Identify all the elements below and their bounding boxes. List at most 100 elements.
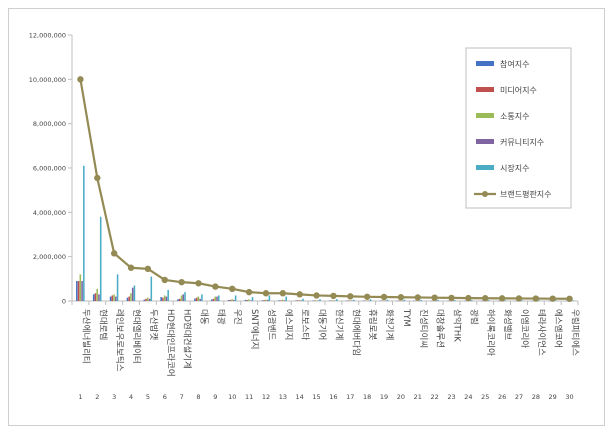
bar-4-1	[81, 281, 83, 301]
bar-3-6	[163, 295, 166, 301]
legend-label-1: 참여지수	[500, 59, 529, 69]
rank-label: 13	[279, 393, 287, 401]
bar-5-11	[251, 297, 254, 301]
bar-3-2	[96, 288, 98, 301]
category-label: 현대에버다임	[350, 309, 361, 356]
category-label: HD현대인프라코어	[165, 309, 176, 377]
category-label: 성광벤드	[266, 309, 277, 340]
rank-label: 18	[363, 393, 371, 401]
category-label: 에스엠코어	[553, 309, 564, 348]
category-label: 두산에너빌리티	[80, 309, 91, 364]
line-point-12	[262, 290, 270, 297]
category-label: 하이록코리아	[485, 309, 496, 356]
rank-label: 28	[532, 393, 540, 401]
bar-5-9	[217, 295, 220, 301]
bar-4-5	[148, 298, 151, 301]
rank-label: 11	[245, 393, 253, 401]
bar-2-5	[145, 298, 147, 301]
rank-label: 27	[515, 393, 523, 401]
bar-2-17	[347, 300, 350, 301]
bar-4-8	[199, 298, 201, 301]
line-point-29	[549, 295, 556, 302]
rank-label: 5	[146, 393, 150, 401]
bar-3-7	[180, 295, 183, 301]
rank-label: 30	[565, 393, 573, 401]
bar-2-7	[179, 298, 181, 301]
line-point-14	[296, 291, 303, 298]
category-label: 두산밥캣	[148, 309, 159, 340]
bar-5-13	[285, 296, 288, 301]
category-label: 로보스타	[300, 309, 310, 340]
category-label: 태광	[215, 309, 226, 325]
y-tick-label: 12,000,000	[29, 32, 66, 40]
bar-4-4	[131, 287, 134, 301]
legend-label-6: 브랜드평판지수	[500, 189, 552, 199]
bar-5-6	[167, 289, 169, 301]
bar-5-24	[470, 300, 473, 301]
bar-5-22	[437, 299, 439, 301]
rank-label: 7	[180, 393, 184, 401]
legend-swatch-2	[476, 87, 494, 92]
bar-3-13	[281, 299, 284, 301]
bar-1-12	[261, 300, 264, 301]
bar-3-16	[332, 300, 335, 301]
bar-1-13	[278, 300, 281, 301]
bar-5-23	[454, 300, 456, 301]
line-point-24	[465, 294, 472, 302]
bar-1-9	[210, 299, 213, 301]
bar-2-8	[195, 297, 198, 301]
bar-1-8	[194, 298, 196, 301]
bar-4-9	[216, 296, 218, 301]
bar-2-13	[280, 300, 282, 301]
rank-label: 23	[447, 393, 455, 401]
line-point-9	[212, 283, 219, 290]
bar-4-3	[115, 296, 117, 301]
bar-5-16	[336, 299, 338, 301]
bar-3-4	[130, 293, 132, 301]
line-point-26	[498, 295, 506, 302]
line-point-1	[77, 76, 84, 83]
line-point-7	[178, 278, 185, 286]
category-label: 화성밸브	[502, 309, 513, 340]
category-label: 화천기계	[384, 309, 395, 340]
rank-label: 14	[296, 393, 304, 401]
bar-3-15	[315, 300, 318, 301]
bar-5-3	[116, 274, 119, 301]
legend-swatch-1	[476, 61, 494, 66]
bar-5-20	[403, 299, 406, 301]
bar-2-15	[313, 300, 316, 301]
rank-label: 6	[163, 393, 167, 401]
rank-label: 2	[95, 393, 99, 401]
bar-2-14	[297, 300, 299, 301]
line-point-15	[313, 292, 320, 299]
category-label: 삼익THK	[452, 309, 463, 342]
line-point-10	[229, 285, 236, 293]
line-point-13	[279, 290, 287, 297]
bar-1-3	[109, 296, 112, 301]
rank-label: 19	[380, 393, 388, 401]
bar-5-8	[201, 294, 203, 301]
rank-label: 15	[312, 393, 320, 401]
bar-5-1	[83, 165, 85, 301]
bar-4-2	[98, 294, 100, 301]
bar-5-27	[521, 300, 524, 301]
bar-4-12	[266, 299, 269, 301]
rank-label: 12	[262, 393, 270, 401]
category-label: 이엠코리아	[519, 309, 530, 348]
bar-1-4	[126, 297, 129, 301]
rank-label: 22	[430, 393, 438, 401]
bar-2-11	[246, 300, 249, 301]
bar-5-10	[234, 295, 237, 301]
category-label: 한신기계	[333, 309, 344, 340]
rank-label: 1	[78, 393, 82, 401]
category-label: 광림	[468, 309, 479, 325]
category-label: 현대로템	[97, 309, 108, 340]
category-label: 휴림로봇	[367, 309, 378, 340]
y-tick-label: 10,000,000	[29, 76, 66, 84]
category-label: 테라사이언스	[536, 309, 547, 356]
bar-3-12	[265, 299, 267, 301]
bar-4-6	[165, 296, 168, 301]
category-label: 대동기어	[317, 309, 328, 340]
bar-1-14	[295, 300, 297, 301]
category-label: TYM	[401, 308, 411, 327]
